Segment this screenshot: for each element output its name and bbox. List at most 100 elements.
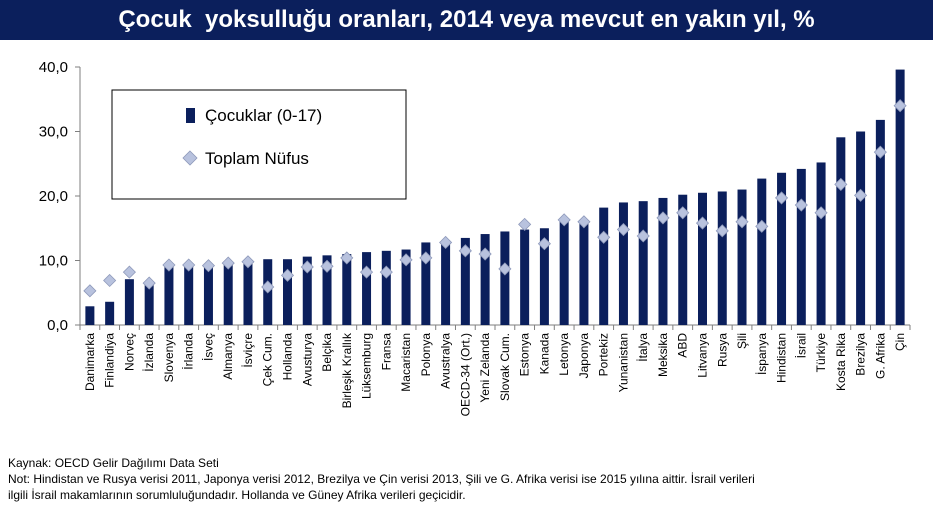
- bar: [618, 202, 628, 325]
- x-tick-label: Avusturya: [300, 333, 314, 386]
- total-marker: [439, 235, 453, 250]
- x-tick-label: Slovak Cum.: [498, 333, 512, 401]
- bar: [223, 263, 233, 325]
- total-marker: [201, 259, 216, 273]
- x-tick-label: Şili: [735, 333, 749, 349]
- bar: [836, 137, 846, 325]
- bar: [480, 234, 490, 325]
- x-tick-label: İsveç: [201, 333, 215, 361]
- bar: [283, 259, 292, 325]
- bar: [638, 201, 648, 325]
- total-marker: [735, 215, 749, 229]
- x-tick-label: Kosta Rika: [834, 333, 848, 391]
- bar: [322, 255, 332, 325]
- total-marker: [695, 216, 710, 230]
- x-tick-label: İsviçre: [241, 333, 255, 368]
- total-marker: [221, 256, 235, 270]
- bar: [777, 172, 787, 325]
- x-tick-label: Portekiz: [597, 333, 611, 376]
- footer-notes: Kaynak: OECD Gelir Dağılımı Data Seti No…: [8, 455, 928, 503]
- bar: [500, 231, 510, 325]
- total-marker: [616, 222, 631, 237]
- bar: [421, 242, 431, 325]
- bar: [559, 221, 569, 325]
- total-marker: [893, 99, 907, 113]
- x-tick-label: Türkiye: [814, 333, 828, 373]
- bar: [342, 254, 352, 325]
- bar: [895, 69, 905, 325]
- bar: [698, 192, 707, 325]
- legend-box: [111, 89, 407, 200]
- total-marker: [597, 230, 611, 244]
- y-tick-label: 0,0: [47, 317, 68, 334]
- x-tick-label: İtalya: [636, 333, 650, 362]
- total-marker: [577, 215, 591, 229]
- x-tick-label: Kanada: [537, 333, 551, 375]
- total-marker: [458, 244, 472, 258]
- x-tick-label: Çek Cum.: [261, 333, 275, 386]
- y-tick-label: 40,0: [39, 59, 68, 76]
- x-tick-label: Belçika: [320, 333, 334, 372]
- x-tick-label: Brezilya: [854, 333, 868, 376]
- x-tick-label: İzlanda: [142, 333, 156, 372]
- total-marker: [359, 265, 374, 279]
- x-tick-label: İspanya: [755, 333, 769, 375]
- bar: [124, 279, 134, 325]
- y-tick-label: 20,0: [39, 188, 68, 205]
- total-marker: [478, 247, 492, 261]
- x-tick-label: ABD: [676, 333, 690, 358]
- bar: [678, 194, 688, 325]
- total-marker: [83, 284, 97, 298]
- total-marker: [537, 237, 551, 251]
- total-marker: [280, 268, 295, 282]
- total-marker: [873, 145, 887, 159]
- total-marker: [656, 211, 670, 225]
- total-marker: [518, 217, 532, 231]
- bar: [362, 252, 372, 325]
- bar: [737, 189, 747, 325]
- bar: [381, 250, 391, 325]
- total-marker: [261, 280, 275, 294]
- bar: [85, 306, 95, 325]
- total-marker: [636, 229, 650, 243]
- x-tick-label: Finlandiya: [103, 333, 117, 388]
- bar: [144, 284, 154, 325]
- x-tick-label: Yunanistan: [616, 333, 630, 392]
- total-marker: [419, 251, 433, 265]
- bar: [856, 131, 866, 325]
- bar: [875, 119, 885, 325]
- total-marker: [814, 206, 828, 220]
- total-marker: [122, 265, 136, 279]
- bar: [579, 219, 589, 325]
- y-tick-label: 30,0: [39, 124, 68, 141]
- total-marker: [142, 276, 156, 290]
- x-tick-label: Çin: [893, 333, 907, 351]
- total-marker: [399, 253, 413, 267]
- bar: [520, 229, 530, 325]
- x-tick-label: Rusya: [715, 333, 729, 367]
- total-marker: [182, 258, 196, 272]
- legend-marker-swatch: [182, 150, 198, 166]
- bar: [757, 178, 767, 325]
- bar: [184, 266, 194, 325]
- total-marker: [557, 213, 571, 227]
- x-tick-label: Hindistan: [775, 333, 789, 383]
- x-tick-label: Lüksemburg: [360, 333, 374, 399]
- bar: [717, 191, 727, 325]
- x-tick-label: Slovenya: [162, 333, 176, 383]
- bar: [243, 263, 253, 325]
- bar: [599, 207, 609, 325]
- source-note: Kaynak: OECD Gelir Dağılımı Data Seti: [8, 456, 219, 470]
- total-marker: [103, 273, 117, 288]
- bar: [796, 168, 806, 325]
- footnote-line-1: Not: Hindistan ve Rusya verisi 2011, Jap…: [8, 472, 755, 486]
- x-tick-label: Yeni Zelanda: [478, 333, 492, 403]
- total-marker: [676, 206, 690, 220]
- chart-area: 0,0 10,0 20,0 30,0 40,0 Danimarka Finlandiya No…: [39, 59, 911, 416]
- bar: [203, 266, 213, 325]
- total-marker: [300, 260, 314, 274]
- x-tick-label: İrlanda: [182, 333, 196, 370]
- x-tick-label: Hollanda: [281, 333, 295, 381]
- bar: [105, 301, 115, 325]
- bar: [441, 240, 451, 325]
